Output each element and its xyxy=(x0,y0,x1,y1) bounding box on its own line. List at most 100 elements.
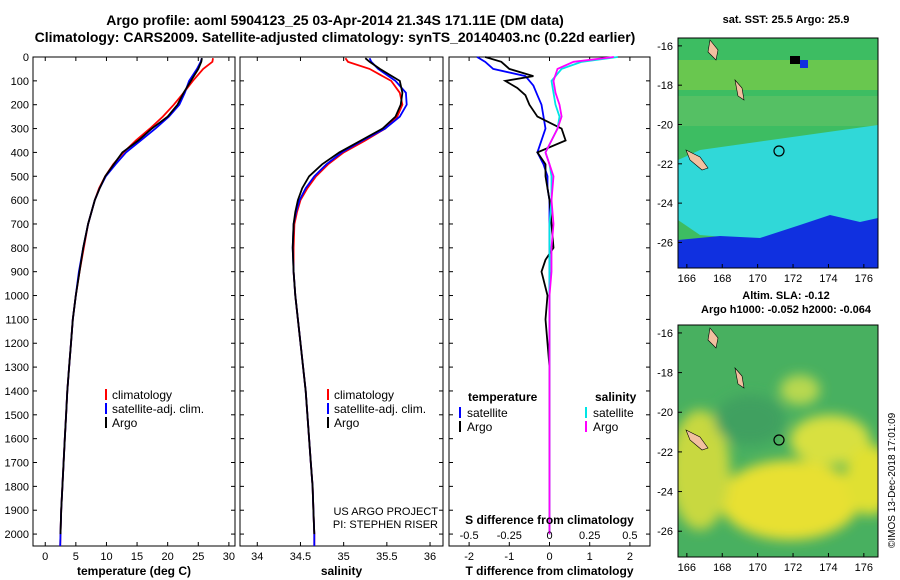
sst-blue-band xyxy=(678,215,878,268)
top-tick-label: -0.5 xyxy=(460,530,479,542)
x-tick-label: 35 xyxy=(338,551,350,563)
map-x-tick-label: 166 xyxy=(678,562,696,574)
map-x-tick-label: 166 xyxy=(678,273,696,285)
top-tick-label: 0.25 xyxy=(579,530,600,542)
sst-argo-marker xyxy=(773,145,785,157)
y-tick-label: 1200 xyxy=(5,338,29,350)
legend-label: satellite-adj. clim. xyxy=(334,402,426,416)
y-tick-label: 2000 xyxy=(5,529,29,541)
series-line xyxy=(59,58,203,535)
map-y-tick-label: -20 xyxy=(657,407,673,419)
sla-map xyxy=(678,325,878,557)
sla-argo-marker xyxy=(773,434,785,446)
x-tick-label: 2 xyxy=(627,551,633,563)
y-tick-label: 1000 xyxy=(5,291,29,303)
y-tick-label: 1900 xyxy=(5,505,29,517)
legend-label: climatology xyxy=(112,388,172,402)
y-tick-label: 300 xyxy=(11,124,29,136)
map-x-tick-label: 176 xyxy=(855,562,873,574)
y-tick-label: 1300 xyxy=(5,362,29,374)
series-line xyxy=(291,57,404,535)
map-y-tick-label: -26 xyxy=(657,526,673,538)
y-tick-label: 1400 xyxy=(5,386,29,398)
map-x-tick-label: 170 xyxy=(748,273,766,285)
legend-swatch xyxy=(585,407,587,418)
y-tick-label: 200 xyxy=(11,100,29,112)
map-y-tick-label: -24 xyxy=(657,487,673,499)
map-y-tick-label: -16 xyxy=(657,328,673,340)
y-tick-label: 1800 xyxy=(5,481,29,493)
credit-annotation: PI: STEPHEN RISER xyxy=(333,519,438,531)
profile-panel-0: 0100200300400500600700800900100011001200… xyxy=(5,52,236,578)
legend-label: Argo xyxy=(112,416,138,430)
x-tick-label: 15 xyxy=(131,551,143,563)
legend-swatch xyxy=(327,417,329,428)
legend-swatch xyxy=(459,421,461,432)
y-tick-label: 400 xyxy=(11,147,29,159)
x-tick-label: -2 xyxy=(464,551,474,563)
legend-title-temperature: temperature xyxy=(468,390,538,404)
sla-map-subtitle: Argo h1000: -0.052 h2000: -0.064 xyxy=(701,304,871,316)
map-y-tick-label: -26 xyxy=(657,237,673,249)
x-tick-label: 34.5 xyxy=(290,551,311,563)
y-tick-label: 0 xyxy=(23,52,29,64)
map-y-tick-label: -18 xyxy=(657,368,673,380)
legend-swatch xyxy=(105,417,107,428)
credit-text: ©IMOS 13-Dec-2018 17:01:09 xyxy=(887,412,898,548)
map-x-tick-label: 174 xyxy=(819,562,837,574)
x-tick-label: 35.5 xyxy=(376,551,397,563)
y-tick-label: 1700 xyxy=(5,458,29,470)
map-x-tick-label: 176 xyxy=(855,273,873,285)
legend-swatch xyxy=(459,407,461,418)
legend-label: satellite-adj. clim. xyxy=(112,402,204,416)
y-tick-label: 900 xyxy=(11,267,29,279)
x-axis-label: T difference from climatology xyxy=(465,564,633,578)
x-tick-label: 10 xyxy=(100,551,112,563)
sst-yellow-speckle xyxy=(678,60,878,90)
y-tick-label: 1600 xyxy=(5,434,29,446)
x-tick-label: 5 xyxy=(73,551,79,563)
series-line xyxy=(544,56,614,535)
y-tick-label: 500 xyxy=(11,171,29,183)
x-tick-label: 0 xyxy=(546,551,552,563)
credit-annotation: US ARGO PROJECT xyxy=(333,506,438,518)
map-y-tick-label: -22 xyxy=(657,159,673,171)
sst-warm-pool xyxy=(678,125,878,240)
panel-frame xyxy=(32,56,236,547)
x-tick-label: 36 xyxy=(424,551,436,563)
map-x-tick-label: 174 xyxy=(819,273,837,285)
x-tick-label: 20 xyxy=(162,551,174,563)
x-tick-label: 0 xyxy=(42,551,48,563)
legend-swatch xyxy=(585,421,587,432)
y-tick-label: 1100 xyxy=(5,314,29,326)
top-axis-label: S difference from climatology xyxy=(465,513,634,527)
sst-island-new-caledonia xyxy=(685,149,709,171)
x-tick-label: 25 xyxy=(192,551,204,563)
x-tick-label: 34 xyxy=(251,551,263,563)
figure-title-line1: Argo profile: aoml 5904123_25 03-Apr-201… xyxy=(106,12,564,28)
y-tick-label: 700 xyxy=(11,219,29,231)
map-y-tick-label: -24 xyxy=(657,198,673,210)
map-x-tick-label: 172 xyxy=(784,273,802,285)
x-axis-label: temperature (deg C) xyxy=(77,564,191,578)
legend-label: Argo xyxy=(467,420,493,434)
sst-map-band xyxy=(678,96,878,126)
y-tick-label: 600 xyxy=(11,195,29,207)
map-x-tick-label: 172 xyxy=(784,562,802,574)
sla-map-title: Altim. SLA: -0.12 xyxy=(742,290,830,302)
sla-island-new-caledonia xyxy=(685,429,709,451)
map-x-tick-label: 168 xyxy=(713,562,731,574)
legend-swatch xyxy=(105,403,107,414)
sst-map xyxy=(678,38,878,268)
legend-label: satellite xyxy=(467,406,508,420)
top-tick-label: -0.25 xyxy=(497,530,522,542)
top-tick-label: 0.5 xyxy=(622,530,637,542)
y-tick-label: 800 xyxy=(11,243,29,255)
map-y-tick-label: -20 xyxy=(657,119,673,131)
figure-title-line2: Climatology: CARS2009. Satellite-adjuste… xyxy=(34,29,636,45)
map-y-tick-label: -18 xyxy=(657,80,673,92)
map-y-tick-label: -22 xyxy=(657,447,673,459)
legend-label: Argo xyxy=(334,416,360,430)
legend-title-salinity: salinity xyxy=(595,390,637,404)
